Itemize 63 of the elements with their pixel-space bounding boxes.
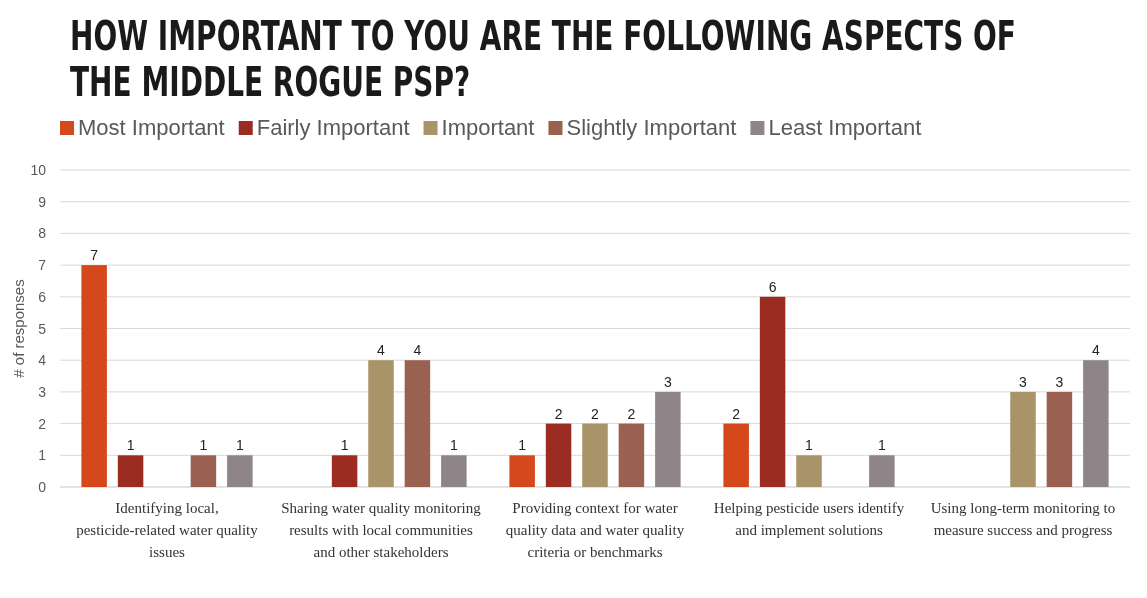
legend-label: Slightly Important: [566, 115, 737, 140]
data-label: 4: [1091, 342, 1100, 359]
bar: [869, 455, 895, 487]
bar: [723, 423, 749, 487]
bar: [368, 360, 394, 487]
x-tick-label: Using long-term monitoring to measure success and progress: [930, 500, 1116, 538]
legend-label: Important: [441, 115, 535, 140]
bar: [227, 455, 253, 487]
legend-label: Fairly Important: [256, 115, 410, 140]
data-label: 3: [663, 373, 672, 390]
data-label: 1: [518, 437, 527, 454]
y-tick-label: 8: [38, 225, 47, 242]
y-tick-label: 4: [38, 352, 47, 369]
data-label: 1: [126, 437, 135, 454]
data-label: 1: [805, 437, 814, 454]
bar: [117, 455, 144, 487]
legend-label: Least Important: [768, 115, 922, 140]
data-label: 2: [732, 405, 741, 422]
y-tick-label: 6: [38, 288, 47, 305]
data-label: 1: [340, 437, 349, 454]
bar: [655, 391, 681, 487]
bar: [509, 455, 535, 487]
y-tick-label: 0: [38, 479, 47, 495]
data-label: 2: [591, 405, 600, 422]
data-label: 1: [449, 437, 458, 454]
y-tick-label: 10: [30, 162, 47, 178]
bar: [1046, 391, 1073, 487]
data-label: 1: [877, 437, 886, 454]
data-label: 1: [235, 437, 244, 454]
y-axis-title: # of responses: [10, 279, 27, 378]
x-tick-label: Sharing water quality monitoring results with local communities and other stakeholders: [281, 500, 482, 560]
y-tick-label: 9: [38, 193, 47, 210]
bar: [81, 265, 107, 487]
data-label: 2: [627, 405, 636, 422]
bar: [618, 423, 645, 487]
y-tick-label: 1: [38, 447, 47, 464]
bar: [1083, 360, 1109, 487]
y-tick-label: 7: [38, 257, 47, 274]
data-label: 1: [199, 437, 208, 454]
x-tick-label: Helping pesticide users identify and implement solutions: [713, 500, 905, 538]
bar: [796, 455, 822, 487]
y-tick-label: 5: [38, 320, 47, 337]
bar: [441, 455, 467, 487]
bar: [331, 455, 358, 487]
data-label: 7: [90, 247, 99, 264]
data-label: 4: [377, 342, 386, 359]
y-tick-label: 3: [38, 383, 47, 400]
bar: [545, 423, 572, 487]
bar: [759, 296, 786, 487]
data-label: 2: [554, 405, 563, 422]
x-tick-label: Providing context for water quality data and water quality criteria or benchmarks: [505, 500, 685, 560]
bar: [582, 423, 608, 487]
data-label: 3: [1019, 373, 1028, 390]
data-label: 4: [413, 342, 422, 359]
legend-label: Most Important: [78, 115, 225, 140]
data-label: 6: [768, 278, 777, 295]
chart-title: HOW IMPORTANT TO YOU ARE THE FOLLOWING ASPECTS OF THE MIDDLE ROGUE PSP?: [70, 12, 1016, 106]
bar: [1010, 391, 1036, 487]
data-label: 3: [1055, 373, 1064, 390]
x-tick-label: Identifying local, pesticide-related water quality issues: [76, 500, 259, 560]
y-tick-label: 2: [38, 415, 47, 432]
bar: [190, 455, 217, 487]
bar: [404, 360, 431, 487]
